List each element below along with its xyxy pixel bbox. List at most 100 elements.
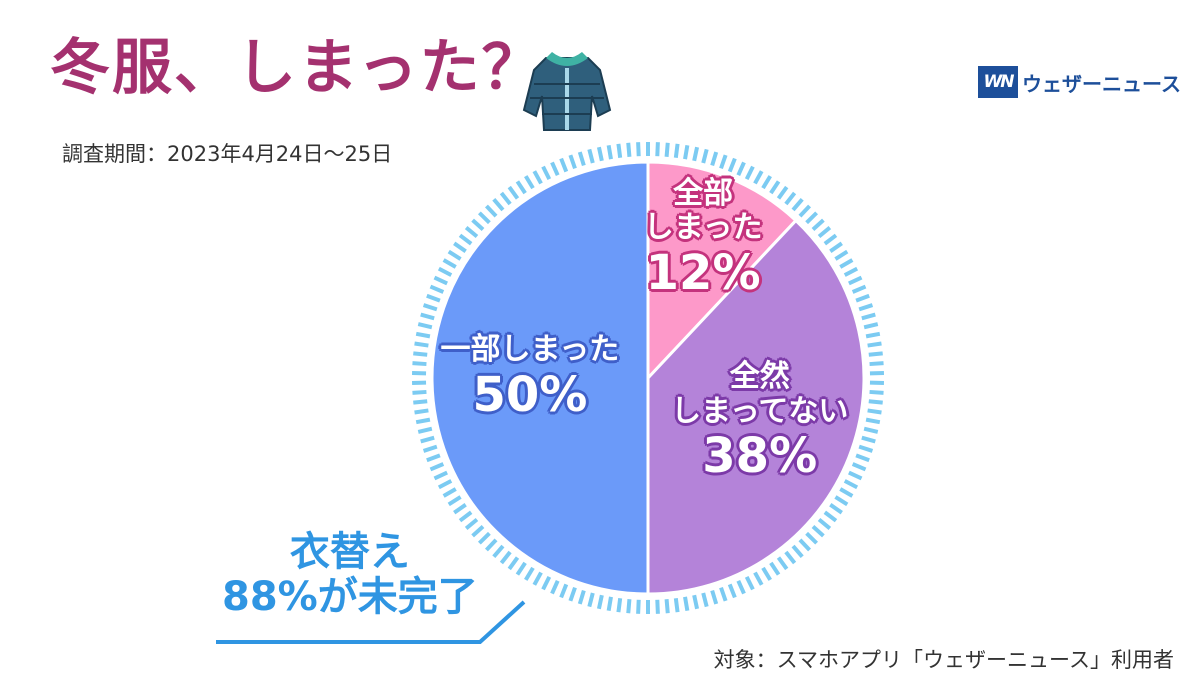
ring-tick xyxy=(447,249,462,261)
ring-tick xyxy=(863,322,879,330)
ring-tick xyxy=(719,154,728,170)
ring-tick xyxy=(805,531,819,545)
ring-tick xyxy=(805,211,819,225)
ring-tick xyxy=(867,408,882,415)
ring-tick xyxy=(587,592,595,608)
ring-tick xyxy=(433,470,448,481)
ring-tick xyxy=(701,148,709,164)
ring-tick xyxy=(616,143,623,159)
ring-tick xyxy=(861,435,876,444)
ring-tick xyxy=(655,142,660,157)
ring-tick xyxy=(417,426,433,434)
ring-tick xyxy=(453,241,467,253)
ring-tick xyxy=(420,435,435,444)
ring-tick xyxy=(414,408,429,415)
winter-jacket-icon xyxy=(522,52,612,131)
callout-line2: 88%が未完了 xyxy=(222,574,478,620)
ring-tick xyxy=(442,258,457,269)
ring-tick xyxy=(834,495,849,507)
slice-name: しまった xyxy=(643,210,763,246)
ring-tick xyxy=(484,204,498,218)
ring-tick xyxy=(413,399,428,405)
brand: WN ウェザーニュース xyxy=(978,66,1181,98)
ring-tick xyxy=(420,312,435,321)
ring-tick xyxy=(426,453,441,463)
ring-tick xyxy=(458,510,473,523)
ring-tick xyxy=(855,293,870,303)
survey-period: 調査期間：2023年4月24日〜25日 xyxy=(62,142,393,166)
callout: 衣替え 88%が未完了 xyxy=(222,530,478,620)
ring-tick xyxy=(477,211,491,225)
callout-underline xyxy=(216,600,526,644)
ring-tick xyxy=(426,293,441,303)
ring-tick xyxy=(447,495,462,507)
ring-tick xyxy=(437,479,453,490)
ring-tick xyxy=(791,198,804,212)
ring-tick xyxy=(413,351,428,357)
ring-tick xyxy=(464,226,479,239)
ring-tick xyxy=(524,566,535,581)
ring-tick xyxy=(471,525,485,538)
ring-tick xyxy=(858,444,874,453)
ring-tick xyxy=(692,146,700,162)
ring-tick xyxy=(753,571,764,586)
ring-tick xyxy=(429,462,445,472)
ring-tick xyxy=(626,599,632,614)
ring-tick xyxy=(861,312,876,321)
ring-tick xyxy=(869,389,884,395)
slice-label: 一部しまった 50% xyxy=(441,332,620,423)
ring-tick xyxy=(867,341,882,348)
ring-tick xyxy=(791,544,804,558)
ring-tick xyxy=(784,191,797,206)
slice-value: 12% xyxy=(645,244,761,301)
pie-slice xyxy=(646,160,798,382)
ring-tick xyxy=(596,146,604,162)
ring-tick xyxy=(811,218,825,231)
pie-slice xyxy=(646,218,866,596)
slice-label: 全然 しまってない 38% xyxy=(671,360,848,484)
ring-tick xyxy=(606,596,613,612)
ring-tick xyxy=(727,583,737,599)
ring-tick xyxy=(532,571,543,586)
ring-tick xyxy=(507,185,520,200)
ring-tick xyxy=(412,389,427,395)
survey-target: 対象：スマホアプリ「ウェザーニュース」利用者 xyxy=(713,648,1174,672)
ring-tick xyxy=(484,538,498,552)
ring-tick xyxy=(636,142,641,157)
ring-tick xyxy=(541,165,552,181)
ring-tick xyxy=(429,284,445,294)
ring-tick xyxy=(453,503,467,515)
ring-tick xyxy=(855,453,870,463)
ring-tick xyxy=(550,579,560,595)
ring-tick xyxy=(577,589,586,605)
ring-tick xyxy=(492,544,505,558)
ring-tick xyxy=(727,157,737,173)
slice-name: 全部 xyxy=(673,175,734,211)
ring-tick xyxy=(811,525,825,538)
ring-tick xyxy=(692,594,700,610)
ring-tick xyxy=(829,241,843,253)
ring-tick xyxy=(587,148,595,164)
slice-value: 50% xyxy=(472,366,588,423)
ring-tick xyxy=(550,161,560,177)
ring-tick xyxy=(753,170,764,185)
ring-tick xyxy=(843,479,859,490)
brand-logo-icon: WN xyxy=(978,66,1018,98)
ring-tick xyxy=(829,503,843,515)
ring-tick xyxy=(769,561,781,576)
ring-tick xyxy=(458,233,473,246)
ring-tick xyxy=(568,586,577,602)
ring-tick xyxy=(664,599,670,614)
ring-tick xyxy=(784,550,797,565)
ring-tick xyxy=(848,470,863,481)
callout-line1: 衣替え xyxy=(289,529,410,575)
ring-tick xyxy=(606,144,613,160)
ring-tick xyxy=(417,322,433,330)
ring-tick xyxy=(414,341,429,348)
ring-tick xyxy=(422,444,438,453)
ring-tick xyxy=(673,597,680,613)
pie-slice xyxy=(430,160,650,596)
ring-tick xyxy=(736,579,746,595)
ring-tick xyxy=(415,417,431,425)
ring-tick xyxy=(817,517,832,530)
